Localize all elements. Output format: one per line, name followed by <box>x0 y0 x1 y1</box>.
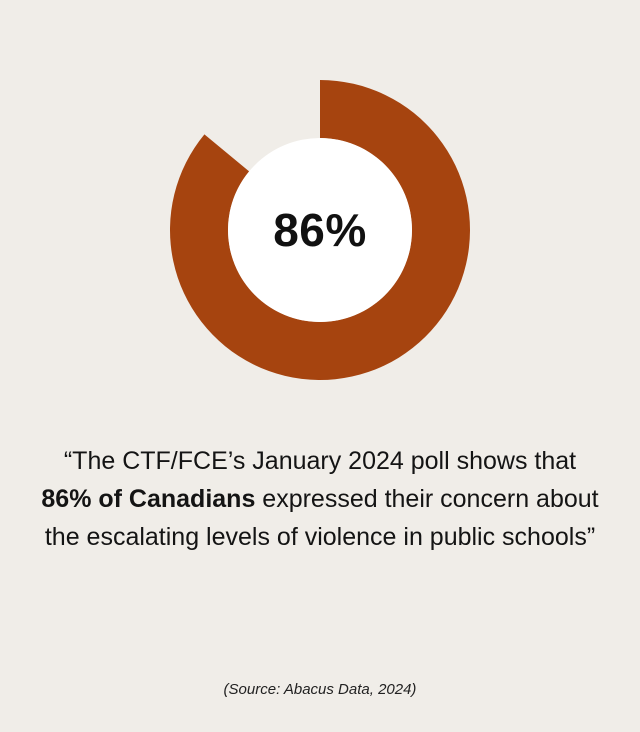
quote-highlight: 86% of Canadians <box>41 485 256 513</box>
quote-text: “The CTF/FCE’s January 2024 poll shows t… <box>40 442 600 556</box>
donut-slice-86 <box>170 80 470 380</box>
donut-chart-svg <box>170 80 470 380</box>
source-citation: (Source: Abacus Data, 2024) <box>223 681 417 698</box>
quote-part-2: expressed their concern about the escala… <box>44 485 599 551</box>
donut-chart: 86% <box>170 80 470 380</box>
donut-hole <box>228 138 412 322</box>
center-value-label: 86% <box>273 204 367 256</box>
quote-part-1: “The CTF/FCE’s January 2024 poll shows t… <box>63 447 577 475</box>
